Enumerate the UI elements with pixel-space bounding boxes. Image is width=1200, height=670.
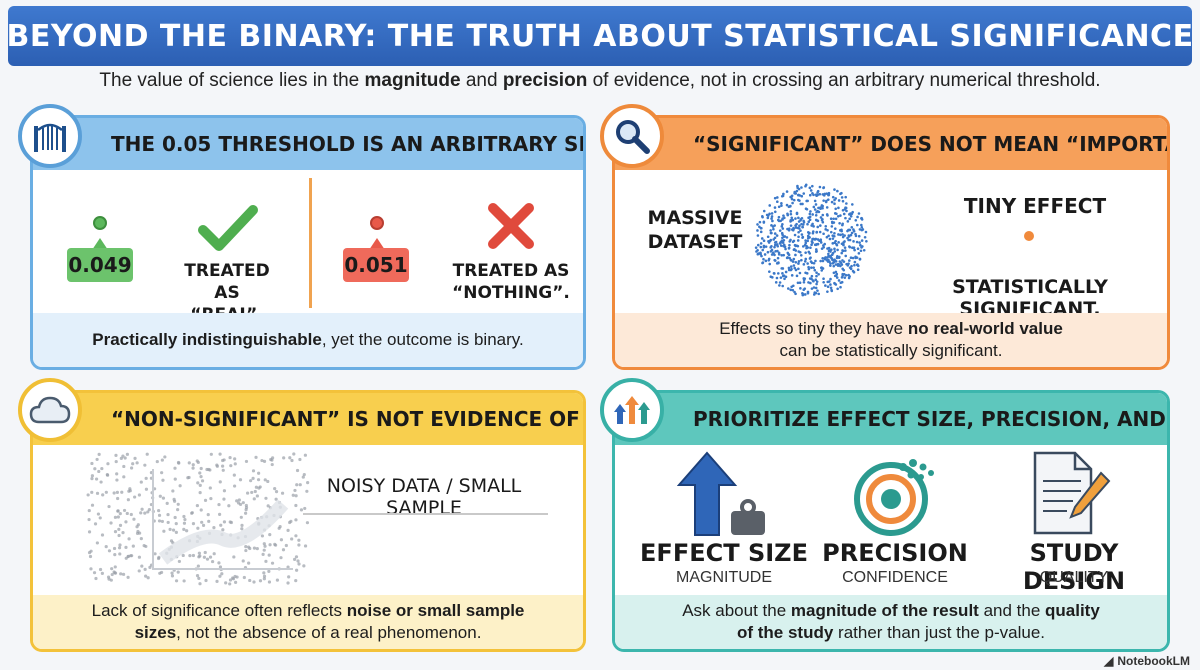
x-icon [488, 203, 534, 249]
subtitle-text: of evidence, not in crossing an arbitrar… [587, 70, 1101, 91]
panel-significant-footer: Effects so tiny they have no real-world … [615, 313, 1167, 367]
subtitle-text: The value of science lies in the [99, 70, 365, 91]
target-icon [854, 459, 934, 536]
panel-non-significant: “NON-SIGNIFICANT” IS NOT EVIDENCE OF “NO… [30, 390, 586, 652]
panel-non-significant-footer: Lack of significance often reflects nois… [33, 595, 583, 649]
panel-prioritize-footer: Ask about the magnitude of the result an… [615, 595, 1167, 649]
panel-significant-important: “SIGNIFICANT” DOES NOT MEAN “IMPORTANT”.… [612, 115, 1170, 370]
precision-sub: CONFIDENCE [842, 569, 948, 586]
panel-non-significant-title: “NON-SIGNIFICANT” IS NOT EVIDENCE OF “NO… [111, 407, 583, 431]
title-banner: BEYOND THE BINARY: THE TRUTH ABOUT STATI… [6, 6, 1194, 66]
panel-threshold: THE 0.05 THRESHOLD IS AN ARBITRARY SHORT… [30, 115, 586, 370]
notebook-logo-icon: ◢ [1104, 654, 1114, 668]
effect-size-title: EFFECT SIZE [640, 539, 808, 567]
panel-significant-header: “SIGNIFICANT” DOES NOT MEAN “IMPORTANT”. [615, 118, 1167, 170]
green-dot [93, 216, 107, 230]
subtitle-bold-magnitude: magnitude [364, 70, 461, 91]
panel-prioritize-header: PRIORITIZE EFFECT SIZE, PRECISION, AND D… [615, 393, 1167, 445]
brand-name: NotebookLM [1117, 654, 1190, 668]
study-design-title: STUDY DESIGN [1022, 539, 1126, 595]
massive-dataset-label: MASSIVE DATASET [647, 207, 743, 253]
effect-size-sub: MAGNITUDE [676, 569, 772, 586]
panel-threshold-header: THE 0.05 THRESHOLD IS AN ARBITRARY SHORT… [33, 118, 583, 170]
study-design-sub: QUALITY [1039, 569, 1109, 586]
tiny-effect-label: TINY EFFECT [963, 194, 1107, 218]
page-title: BEYOND THE BINARY: THE TRUTH ABOUT STATI… [6, 18, 1194, 54]
subtitle-bold-precision: precision [502, 70, 588, 91]
panel-prioritize-title: PRIORITIZE EFFECT SIZE, PRECISION, AND D… [693, 407, 1167, 431]
cloud-icon [18, 378, 82, 442]
subtitle: The value of science lies in the magnitu… [0, 70, 1200, 92]
red-pointer [369, 238, 385, 250]
subtitle-text: and [460, 70, 503, 91]
panel-prioritize: PRIORITIZE EFFECT SIZE, PRECISION, AND D… [612, 390, 1170, 652]
check-icon [198, 205, 258, 251]
arrows-up-icon [600, 378, 664, 442]
red-dot [370, 216, 384, 230]
magnifier-icon [600, 104, 664, 168]
green-pointer [92, 238, 108, 250]
tiny-effect-dot [1024, 231, 1034, 241]
treated-nothing-label: TREATED AS “NOTHING”. [452, 261, 570, 303]
pvalue-0049-badge: 0.049 [67, 248, 133, 282]
panel-threshold-footer: Practically indistinguishable, yet the o… [33, 313, 583, 367]
panel-threshold-title: THE 0.05 THRESHOLD IS AN ARBITRARY SHORT… [111, 132, 583, 156]
brand-logo: ◢ NotebookLM [1104, 654, 1190, 668]
panel-significant-title: “SIGNIFICANT” DOES NOT MEAN “IMPORTANT”. [693, 132, 1167, 156]
noisy-scatter-plot [86, 452, 310, 586]
divider [303, 513, 548, 515]
precision-title: PRECISION [822, 539, 968, 567]
panel-non-significant-header: “NON-SIGNIFICANT” IS NOT EVIDENCE OF “NO… [33, 393, 583, 445]
pvalue-0051-badge: 0.051 [343, 248, 409, 282]
massive-dataset-cloud [754, 183, 868, 297]
gate-icon [18, 104, 82, 168]
document-pencil-icon [1033, 451, 1111, 535]
arrow-weight-icon [677, 451, 765, 536]
divider [309, 178, 312, 308]
